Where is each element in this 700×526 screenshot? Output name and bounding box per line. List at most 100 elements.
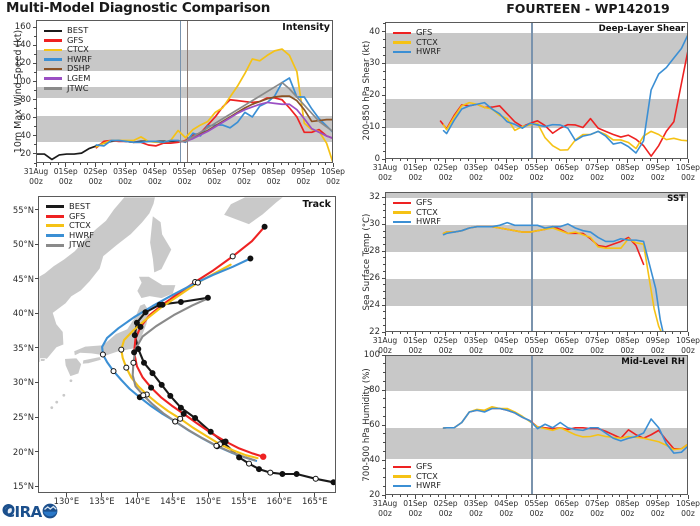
legend-item-gfs[interactable]: GFS bbox=[393, 197, 441, 208]
track-marker-open bbox=[110, 368, 117, 375]
sst-x-minor-tick bbox=[467, 332, 469, 335]
rh-plot-area bbox=[385, 355, 688, 495]
track-marker-open bbox=[194, 279, 201, 286]
legend-swatch-gfs bbox=[393, 465, 411, 469]
legend-item-ctcx[interactable]: CTCX bbox=[393, 471, 441, 482]
track-lat-tickmark bbox=[34, 243, 39, 245]
rh-y-minor-tick bbox=[383, 459, 386, 461]
sst-x-minor-tick bbox=[664, 332, 666, 335]
legend-swatch-gfs bbox=[44, 39, 62, 42]
legend-item-jtwc[interactable]: JTWC bbox=[46, 240, 94, 250]
shear-legend: GFS CTCX HWRF bbox=[391, 26, 445, 59]
rh-y-minor-tick bbox=[383, 468, 386, 470]
sst-y-minor-tick bbox=[383, 257, 386, 259]
intensity-y-minor-tick bbox=[34, 162, 37, 164]
legend-item-best[interactable]: BEST bbox=[44, 25, 92, 36]
legend-item-ctcx[interactable]: CTCX bbox=[393, 207, 441, 218]
track-marker-filled bbox=[159, 301, 166, 308]
intensity-x-minor-tick bbox=[287, 163, 289, 166]
rh-y-ticklabel: 20 bbox=[369, 490, 380, 500]
intensity-y-minor-tick bbox=[34, 126, 37, 128]
rh-x-ticklabel: 08Sep 00z bbox=[615, 499, 640, 518]
sst-y-minor-tick bbox=[383, 331, 386, 333]
rh-x-minor-tick bbox=[679, 495, 681, 498]
intensity-x-minor-tick bbox=[102, 163, 104, 166]
intensity-y-minor-tick bbox=[34, 90, 37, 92]
legend-label-ctcx: CTCX bbox=[69, 220, 91, 231]
legend-item-ctcx[interactable]: CTCX bbox=[46, 221, 94, 231]
legend-item-hwrf[interactable]: HWRF bbox=[393, 217, 441, 227]
sst-x-minor-tick bbox=[520, 332, 522, 335]
intensity-line-ctcx bbox=[95, 48, 332, 162]
track-legend: BEST GFS CTCX HWRF JTWC bbox=[44, 200, 98, 252]
legend-item-gfs[interactable]: GFS bbox=[46, 211, 94, 222]
sst-x-ticklabel: 08Sep 00z bbox=[615, 336, 640, 355]
rh-x-minor-tick bbox=[634, 495, 636, 498]
legend-label-gfs: GFS bbox=[416, 27, 433, 37]
track-marker-filled bbox=[279, 471, 286, 477]
intensity-y-minor-tick bbox=[34, 144, 37, 146]
legend-item-hwrf[interactable]: HWRF bbox=[393, 481, 441, 491]
legend-item-gfs[interactable]: GFS bbox=[44, 35, 92, 46]
rh-x-minor-tick bbox=[460, 495, 462, 498]
rh-x-minor-tick bbox=[422, 495, 424, 498]
shear-x-tickmark bbox=[657, 159, 659, 163]
sst-x-tickmark bbox=[384, 332, 386, 336]
track-lat-tickmark bbox=[34, 381, 39, 383]
rh-x-ticklabel: 04Sep 00z bbox=[494, 499, 519, 518]
shear-x-ticklabel: 05Sep 00z bbox=[524, 163, 549, 182]
rh-x-minor-tick bbox=[467, 495, 469, 498]
sst-y-ticklabel: 22 bbox=[369, 327, 380, 337]
intensity-x-tickmark bbox=[243, 163, 245, 167]
track-lat-ticklabel: 45°N bbox=[12, 273, 34, 284]
track-lon-ticklabel: 155°E bbox=[231, 496, 257, 506]
sst-x-minor-tick bbox=[460, 332, 462, 335]
legend-item-gfs[interactable]: GFS bbox=[393, 27, 441, 38]
shear-series-layer bbox=[439, 34, 687, 157]
legend-item-hwrf[interactable]: HWRF bbox=[46, 230, 94, 241]
shear-plot-area bbox=[385, 22, 688, 159]
track-lon-tickmark bbox=[101, 493, 103, 497]
shear-x-minor-tick bbox=[460, 159, 462, 162]
shear-x-minor-tick bbox=[520, 159, 522, 162]
sst-x-minor-tick bbox=[513, 332, 515, 335]
legend-item-hwrf[interactable]: HWRF bbox=[44, 54, 92, 65]
intensity-y-minor-tick bbox=[34, 99, 37, 101]
intensity-plot-area bbox=[36, 20, 333, 163]
rh-x-minor-tick bbox=[664, 495, 666, 498]
sst-legend: GFS CTCX HWRF bbox=[391, 196, 445, 229]
rh-x-ticklabel: 02Sep 00z bbox=[433, 499, 458, 518]
sst-panel-title: SST bbox=[667, 194, 685, 204]
shear-y-minor-tick bbox=[383, 46, 386, 48]
sst-x-ticklabel: 03Sep 00z bbox=[463, 336, 488, 355]
shear-x-minor-tick bbox=[429, 159, 431, 162]
legend-item-dshp[interactable]: DSHP bbox=[44, 64, 92, 74]
shear-line-hwrf bbox=[442, 34, 687, 154]
rh-y-minor-tick bbox=[383, 494, 386, 496]
rh-x-minor-tick bbox=[611, 495, 613, 498]
legend-item-ctcx[interactable]: CTCX bbox=[44, 45, 92, 55]
shear-x-tickmark bbox=[536, 159, 537, 163]
legend-item-jtwc[interactable]: JTWC bbox=[44, 83, 92, 94]
legend-item-best[interactable]: BEST bbox=[46, 201, 94, 212]
track-lon-ticklabel: 145°E bbox=[160, 496, 186, 506]
sst-x-minor-tick bbox=[589, 332, 591, 335]
sst-x-minor-tick bbox=[551, 332, 553, 335]
rh-x-minor-tick bbox=[543, 495, 545, 498]
intensity-x-tickmark bbox=[65, 163, 67, 167]
intensity-y-ticklabel: 100 bbox=[14, 76, 31, 87]
track-lat-tickmark bbox=[34, 451, 39, 453]
intensity-x-tickmark bbox=[302, 163, 304, 167]
track-lat-ticklabel: 40°N bbox=[12, 308, 34, 319]
intensity-x-minor-tick bbox=[57, 163, 59, 166]
legend-item-gfs[interactable]: GFS bbox=[393, 462, 441, 472]
legend-item-lgem[interactable]: LGEM bbox=[44, 73, 92, 84]
legend-item-ctcx[interactable]: CTCX bbox=[393, 37, 441, 48]
legend-item-hwrf[interactable]: HWRF bbox=[393, 47, 441, 57]
rh-x-ticklabel: 31Aug 00z bbox=[372, 499, 398, 518]
shear-x-minor-tick bbox=[437, 159, 439, 162]
track-panel-title: Track bbox=[302, 199, 331, 210]
sst-x-tickmark bbox=[536, 332, 537, 336]
